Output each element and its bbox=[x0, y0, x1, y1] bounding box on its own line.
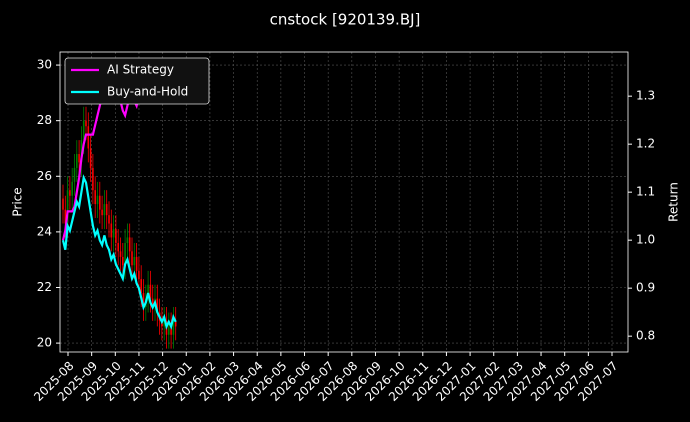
candle-body bbox=[105, 204, 108, 216]
candle-body bbox=[131, 251, 133, 266]
line-series bbox=[61, 174, 177, 330]
candle-body bbox=[110, 223, 113, 238]
candle-body bbox=[78, 154, 80, 163]
candle-body bbox=[87, 126, 90, 149]
candle-body bbox=[156, 298, 159, 313]
y2-tick-label: 0.9 bbox=[636, 281, 655, 295]
y-tick-label: 26 bbox=[37, 169, 52, 183]
y2-tick-label: 1.2 bbox=[636, 137, 655, 151]
candle-body bbox=[133, 256, 136, 266]
candle-body bbox=[151, 298, 154, 307]
candle-body bbox=[103, 204, 106, 216]
candle-body bbox=[92, 167, 94, 191]
candle-body bbox=[82, 120, 85, 141]
line-series bbox=[61, 83, 176, 241]
y-tick-label: 28 bbox=[37, 113, 52, 127]
candle-body bbox=[69, 190, 71, 196]
candle-body bbox=[66, 190, 69, 224]
candle-body bbox=[96, 195, 99, 205]
candle-body bbox=[163, 320, 165, 327]
candle-body bbox=[71, 181, 73, 196]
candle-body bbox=[147, 284, 149, 299]
candle-body bbox=[149, 284, 152, 299]
y-tick-label: 22 bbox=[37, 280, 52, 294]
y2-axis-label: Return bbox=[667, 182, 681, 222]
legend: AI Strategy Buy-and-Hold bbox=[64, 57, 210, 105]
candle-body bbox=[108, 215, 110, 224]
candle-body bbox=[99, 195, 101, 210]
candle-body bbox=[112, 229, 115, 238]
legend-label: AI Strategy bbox=[107, 63, 174, 77]
candle-body bbox=[174, 320, 177, 327]
candle-body bbox=[119, 251, 122, 257]
candle-body bbox=[73, 167, 76, 182]
candle-body bbox=[85, 120, 87, 127]
candle-body bbox=[138, 270, 140, 280]
candle-body bbox=[94, 190, 96, 205]
candle-body bbox=[126, 237, 129, 244]
y-axis-label: Price bbox=[11, 187, 25, 216]
y-tick-label: 30 bbox=[37, 58, 52, 72]
y-tick-label: 24 bbox=[37, 224, 52, 238]
candle-body bbox=[140, 279, 142, 294]
candle-body bbox=[117, 243, 119, 252]
y2-tick-label: 1.0 bbox=[636, 233, 655, 247]
candle-body bbox=[170, 326, 172, 335]
candle-body bbox=[124, 243, 126, 266]
candle-body bbox=[101, 209, 103, 216]
legend-label: Buy-and-Hold bbox=[107, 85, 188, 99]
candle-body bbox=[168, 326, 170, 335]
candle-body bbox=[128, 237, 131, 252]
candle-body bbox=[115, 229, 117, 244]
candle-body bbox=[142, 293, 145, 307]
candle-body bbox=[122, 256, 124, 266]
candle-body bbox=[135, 256, 138, 271]
chart-title: cnstock [920139.BJ] bbox=[270, 11, 421, 29]
y2-tick-label: 0.8 bbox=[636, 329, 655, 343]
legend-box bbox=[64, 57, 210, 105]
candle-body bbox=[62, 198, 64, 210]
candle-body bbox=[80, 140, 83, 163]
plot-frame bbox=[59, 51, 629, 353]
candle-body bbox=[89, 148, 92, 168]
y-tick-label: 20 bbox=[37, 336, 52, 350]
y2-tick-label: 1.3 bbox=[636, 89, 655, 103]
candle-body bbox=[64, 209, 67, 224]
candle-body bbox=[76, 154, 78, 168]
y2-tick-label: 1.1 bbox=[636, 185, 655, 199]
candle-body bbox=[172, 320, 175, 335]
